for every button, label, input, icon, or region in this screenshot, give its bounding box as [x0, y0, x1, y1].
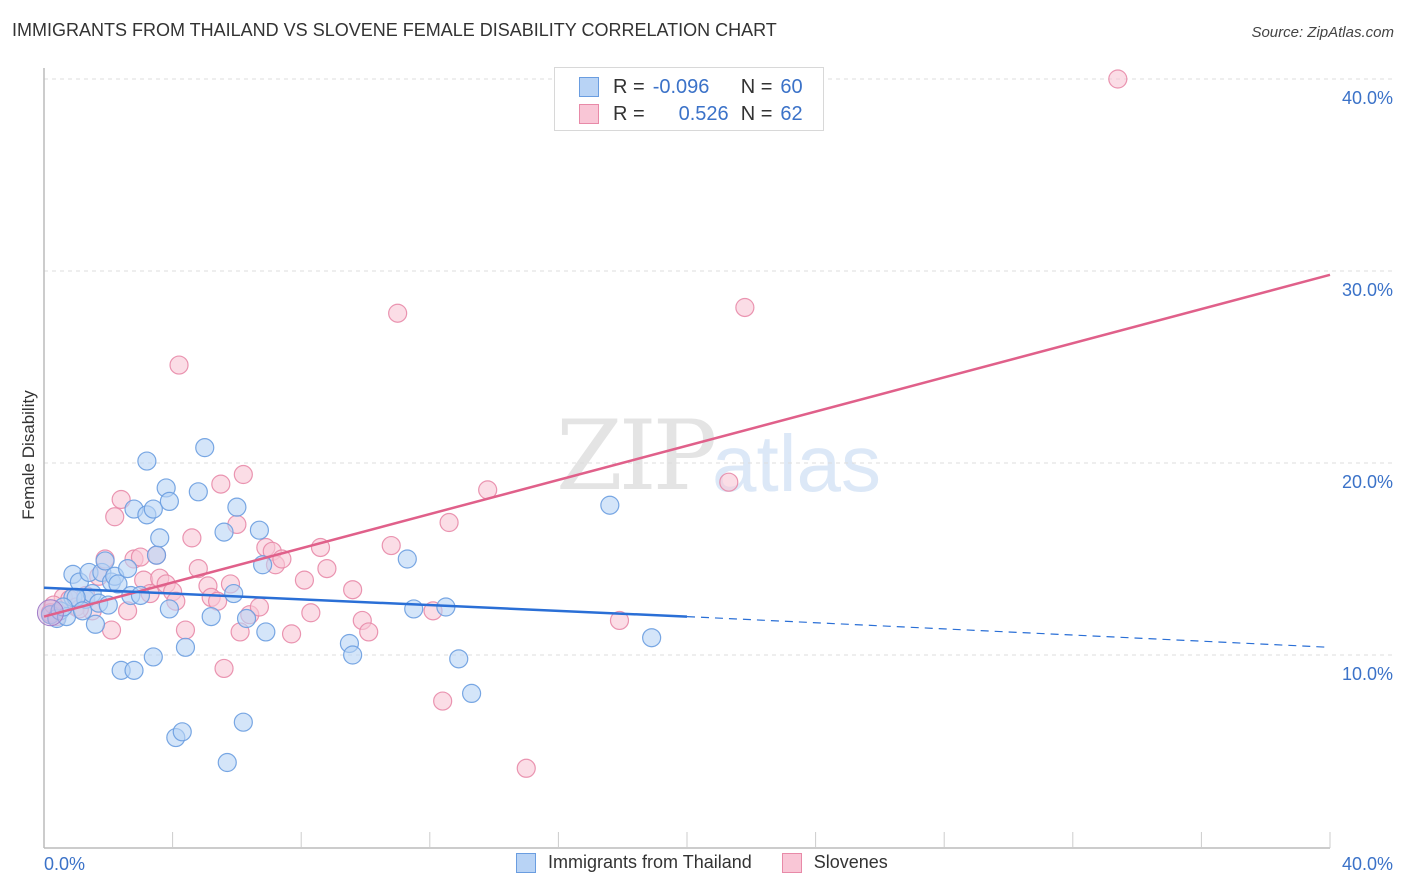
data-points: [36, 69, 1128, 778]
data-point: [169, 355, 189, 375]
data-point: [388, 303, 408, 323]
data-point: [233, 712, 253, 732]
data-point: [159, 491, 179, 511]
data-point: [175, 637, 196, 657]
thailand-swatch: [516, 852, 536, 873]
data-point: [95, 551, 115, 571]
data-point: [404, 599, 424, 619]
trend-line-thailand-extrapolated: [686, 616, 1331, 648]
y-tick-label: 20.0%: [1342, 472, 1393, 492]
data-point: [105, 507, 125, 527]
x-axis-ticks: [172, 832, 1331, 848]
data-point: [516, 758, 536, 778]
x-tick-label-max: 40.0%: [1342, 854, 1393, 874]
data-point: [214, 522, 234, 542]
data-point: [600, 495, 620, 515]
data-point: [182, 528, 202, 548]
data-point: [227, 497, 247, 517]
x-tick-label-min: 0.0%: [44, 854, 85, 874]
stats-legend: R = -0.096 N = 60 R = 0.526 N = 62: [554, 67, 824, 131]
data-point: [359, 622, 379, 642]
y-tick-label: 30.0%: [1342, 280, 1393, 300]
data-point: [214, 658, 234, 679]
data-point: [256, 622, 276, 642]
data-point-cluster: [36, 599, 64, 627]
r-label: R =: [613, 75, 645, 98]
trend-lines: [43, 273, 1331, 648]
data-point: [642, 628, 662, 648]
data-point: [461, 683, 482, 704]
data-point: [1108, 69, 1128, 89]
data-point: [294, 570, 315, 590]
watermark-zip: ZIP: [556, 400, 717, 512]
data-point: [137, 451, 157, 471]
data-point: [150, 528, 170, 548]
r-value-slovenes: 0.526: [678, 102, 729, 125]
r-value-thailand: -0.096: [652, 75, 710, 98]
n-value-slovenes: 62: [780, 102, 803, 125]
legend-label-slovenes: Slovenes: [813, 852, 888, 872]
data-point: [124, 660, 144, 680]
legend-item-thailand[interactable]: Immigrants from Thailand: [516, 852, 752, 873]
data-point: [301, 603, 321, 623]
data-point: [111, 489, 131, 510]
data-point: [236, 608, 257, 629]
data-point: [159, 599, 179, 619]
legend-item-slovenes[interactable]: Slovenes: [781, 852, 888, 873]
data-point: [146, 545, 167, 565]
n-value-thailand: 60: [780, 75, 803, 98]
data-point: [609, 610, 630, 631]
data-point: [101, 620, 122, 640]
data-point: [224, 583, 244, 604]
data-point: [735, 297, 755, 318]
y-axis-tick-labels: 10.0% 20.0% 30.0% 40.0%: [1342, 88, 1393, 684]
data-point: [439, 512, 459, 533]
stats-row-slovenes: R = 0.526 N = 62: [579, 102, 803, 126]
gridlines: [44, 78, 1393, 656]
data-point: [249, 520, 270, 540]
data-point: [381, 535, 401, 556]
y-axis-label: Female Disability: [19, 390, 38, 520]
data-point: [449, 649, 469, 669]
source-label: Source: ZipAtlas.com: [1251, 24, 1394, 41]
data-point: [343, 580, 363, 600]
slovenes-swatch: [579, 104, 599, 124]
r-label: R =: [613, 102, 645, 125]
data-point: [233, 464, 253, 485]
data-point: [281, 624, 302, 644]
data-point: [85, 614, 106, 634]
data-point: [217, 752, 237, 773]
data-point: [143, 647, 163, 667]
data-point: [317, 558, 337, 579]
data-point: [195, 438, 215, 458]
data-point: [433, 691, 453, 711]
data-point: [143, 499, 163, 519]
data-point: [343, 645, 363, 665]
n-label: N =: [740, 75, 773, 98]
trend-line-thailand: [43, 586, 688, 618]
thailand-swatch: [579, 77, 599, 97]
y-tick-label: 10.0%: [1342, 664, 1393, 684]
trend-line-slovenes: [43, 273, 1331, 618]
slovenes-swatch: [781, 852, 802, 873]
y-tick-label: 40.0%: [1342, 88, 1393, 108]
series-legend: Immigrants from Thailand Slovenes: [516, 852, 918, 873]
chart-title: IMMIGRANTS FROM THAILAND VS SLOVENE FEMA…: [12, 20, 777, 40]
legend-label-thailand: Immigrants from Thailand: [548, 852, 752, 872]
data-point: [188, 482, 208, 502]
data-point: [175, 620, 196, 640]
data-point: [201, 606, 221, 627]
data-point: [172, 722, 192, 742]
axes: [43, 68, 1330, 849]
n-label: N =: [740, 102, 773, 125]
data-point: [117, 558, 138, 579]
data-point: [211, 474, 231, 494]
data-point: [397, 549, 417, 569]
data-point: [719, 472, 739, 492]
data-point: [108, 574, 128, 594]
stats-row-thailand: R = -0.096 N = 60: [579, 75, 803, 99]
